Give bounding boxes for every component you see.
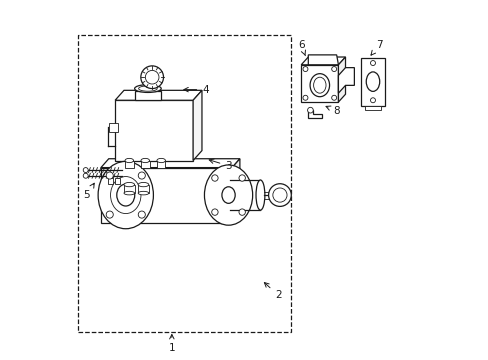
Bar [141, 161, 149, 168]
Circle shape [83, 173, 88, 178]
Ellipse shape [222, 187, 235, 203]
Circle shape [331, 67, 336, 72]
Circle shape [239, 209, 245, 215]
Bar [125, 161, 133, 168]
Ellipse shape [124, 183, 134, 187]
Polygon shape [307, 110, 321, 118]
Ellipse shape [138, 86, 157, 91]
Ellipse shape [204, 165, 252, 225]
Circle shape [303, 67, 307, 72]
Text: 3: 3 [209, 159, 231, 171]
Ellipse shape [124, 192, 134, 195]
Polygon shape [232, 159, 240, 222]
Circle shape [141, 66, 163, 89]
Ellipse shape [256, 180, 264, 210]
Text: 5: 5 [83, 183, 94, 200]
Circle shape [138, 211, 145, 218]
Text: 1: 1 [168, 334, 175, 353]
Polygon shape [115, 90, 202, 100]
Ellipse shape [309, 74, 329, 97]
Polygon shape [364, 105, 380, 110]
Circle shape [83, 168, 88, 172]
Circle shape [239, 175, 245, 181]
Text: 6: 6 [297, 40, 305, 56]
Bar [101, 168, 232, 222]
Bar [124, 185, 134, 193]
Circle shape [331, 95, 336, 100]
Text: 8: 8 [325, 106, 339, 116]
Ellipse shape [134, 85, 161, 93]
Bar [115, 178, 120, 184]
Ellipse shape [138, 192, 148, 195]
Bar [108, 178, 113, 184]
Polygon shape [193, 90, 202, 161]
Ellipse shape [141, 158, 149, 163]
Polygon shape [301, 57, 345, 65]
Circle shape [145, 71, 159, 84]
Bar [138, 185, 148, 193]
Ellipse shape [117, 184, 135, 206]
Text: 2: 2 [264, 283, 281, 300]
Bar [78, 35, 290, 332]
Circle shape [106, 172, 113, 179]
Circle shape [307, 107, 313, 113]
Text: 7: 7 [370, 40, 382, 55]
Polygon shape [307, 55, 338, 65]
Bar [134, 91, 161, 100]
Bar [108, 123, 118, 132]
Circle shape [268, 184, 291, 206]
Ellipse shape [98, 161, 153, 229]
Ellipse shape [125, 158, 133, 163]
Ellipse shape [110, 176, 141, 213]
Ellipse shape [366, 72, 379, 91]
Ellipse shape [313, 77, 325, 93]
Polygon shape [101, 159, 240, 168]
Circle shape [211, 175, 218, 181]
Circle shape [272, 188, 286, 202]
Circle shape [138, 172, 145, 179]
Circle shape [370, 98, 375, 103]
Circle shape [211, 209, 218, 215]
Bar [301, 65, 338, 102]
Polygon shape [338, 57, 345, 102]
Bar [157, 161, 165, 168]
Ellipse shape [138, 183, 148, 187]
Circle shape [303, 95, 307, 100]
Circle shape [106, 211, 113, 218]
Polygon shape [338, 68, 354, 93]
Text: 4: 4 [183, 85, 208, 95]
Bar [115, 100, 193, 161]
Bar [361, 58, 384, 105]
Ellipse shape [157, 158, 165, 163]
Circle shape [370, 60, 375, 66]
